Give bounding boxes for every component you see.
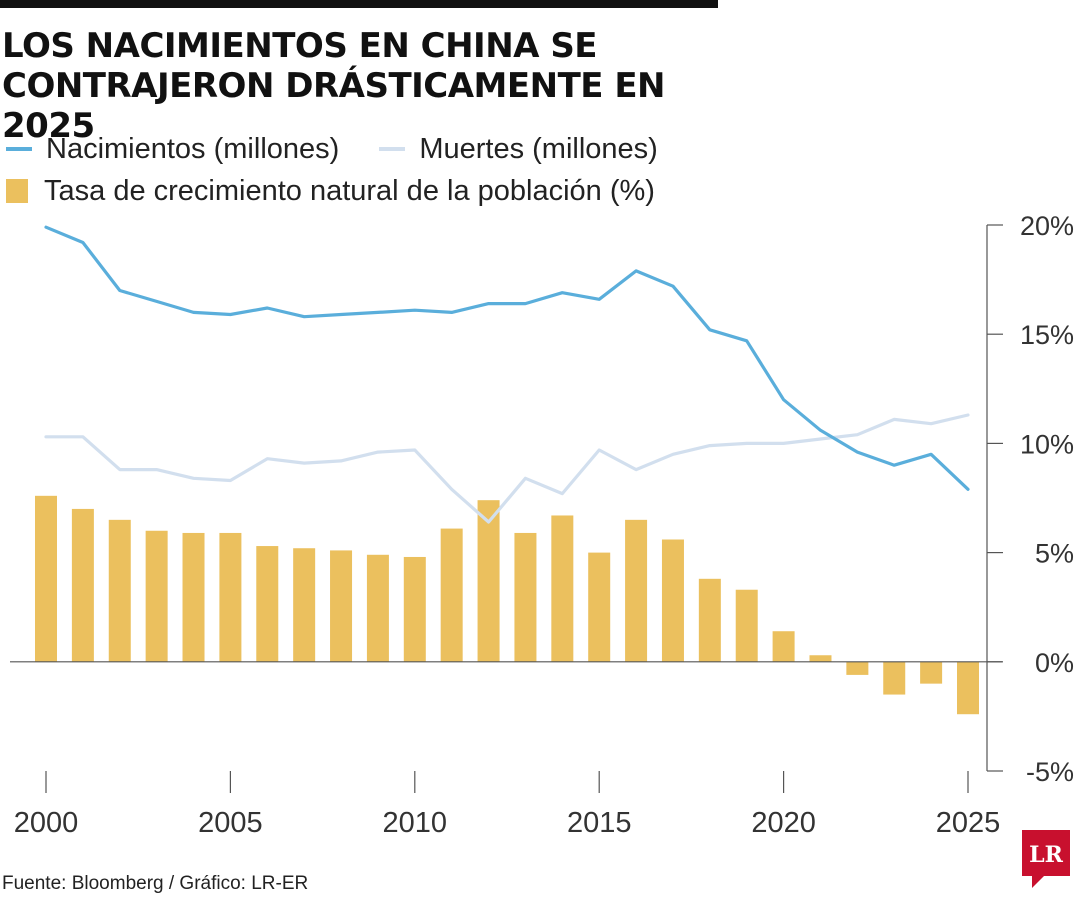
legend-swatch-growth	[6, 179, 28, 203]
growth-bar	[698, 578, 721, 662]
growth-bar	[661, 539, 684, 662]
growth-bar	[809, 655, 832, 662]
growth-bar	[772, 631, 795, 662]
x-tick-label: 2025	[936, 807, 1001, 839]
y-tick-label: 20%	[1020, 211, 1074, 241]
logo-text: LR	[1029, 842, 1063, 868]
growth-bar	[846, 661, 869, 675]
lr-logo: LR	[1022, 830, 1070, 888]
growth-bar	[35, 495, 57, 662]
births-line	[44, 225, 970, 491]
legend-label-growth: Tasa de crecimiento natural de la poblac…	[44, 174, 655, 207]
x-tick-label: 2015	[567, 807, 632, 839]
legend-item-births: Nacimientos (millones)	[6, 133, 339, 166]
growth-bar	[588, 552, 611, 662]
growth-bar	[219, 532, 242, 662]
legend-item-deaths: Muertes (millones)	[379, 133, 658, 166]
growth-bar	[625, 519, 648, 662]
legend-label-births: Nacimientos (millones)	[46, 132, 340, 165]
y-tick-label: -5%	[1026, 757, 1074, 787]
growth-bar	[145, 530, 168, 662]
chart-title: LOS NACIMIENTOS EN CHINA SE CONTRAJERON …	[2, 26, 666, 146]
growth-bar	[330, 550, 353, 662]
x-tick-label: 2020	[751, 807, 816, 839]
growth-bar	[920, 661, 943, 684]
source-note: Fuente: Bloomberg / Gráfico: LR-ER	[2, 873, 309, 894]
x-tick-label: 2000	[14, 807, 79, 839]
growth-bar	[403, 556, 426, 662]
growth-bar	[440, 528, 463, 662]
top-rule	[0, 0, 718, 8]
growth-bar	[735, 589, 758, 662]
growth-bar	[256, 546, 279, 662]
deaths-line	[44, 413, 970, 524]
growth-bar	[514, 532, 537, 662]
legend-label-deaths: Muertes (millones)	[419, 132, 658, 165]
chart-legend: Nacimientos (millones) Muertes (millones…	[6, 128, 698, 212]
growth-bar	[366, 554, 389, 662]
legend-item-growth: Tasa de crecimiento natural de la poblac…	[6, 175, 655, 208]
x-tick-label: 2010	[383, 807, 448, 839]
growth-bar	[477, 500, 500, 662]
legend-swatch-deaths	[379, 147, 406, 151]
growth-bar	[883, 661, 906, 695]
growth-bar	[108, 519, 131, 662]
y-tick-label: 0%	[1035, 648, 1074, 678]
x-tick-label: 2005	[198, 807, 263, 839]
legend-swatch-births	[6, 147, 32, 151]
growth-bar	[71, 508, 94, 662]
legend-row-bars: Tasa de crecimiento natural de la poblac…	[6, 170, 698, 212]
growth-bar	[182, 532, 205, 662]
y-tick-label: 15%	[1020, 320, 1074, 350]
growth-bar	[551, 515, 574, 662]
growth-bar	[293, 548, 316, 662]
y-tick-label: 5%	[1035, 539, 1074, 569]
growth-bar	[957, 661, 979, 715]
legend-row-lines: Nacimientos (millones) Muertes (millones…	[6, 128, 698, 170]
y-tick-label: 10%	[1020, 429, 1074, 459]
